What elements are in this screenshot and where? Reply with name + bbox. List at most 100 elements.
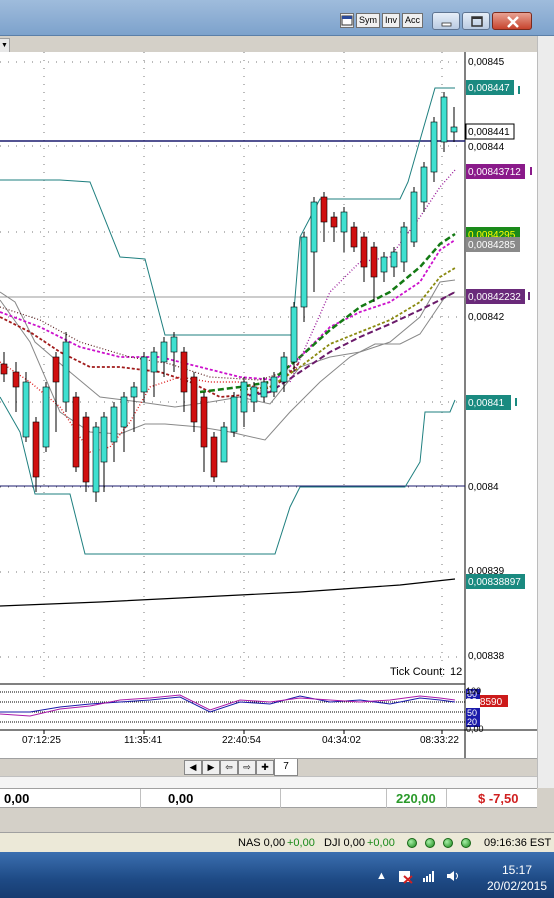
price-chart[interactable]: 0,00845 0,00844 0,00842 0,0084 0,00839 0… <box>0 52 537 758</box>
candle-body <box>180 351 188 393</box>
candle-body <box>370 246 378 278</box>
candle-body <box>62 341 70 403</box>
close-button[interactable] <box>492 12 532 30</box>
candle-body <box>240 381 248 413</box>
candle-body <box>52 356 60 383</box>
osc-axis-label: 0,00 <box>466 724 484 734</box>
price-tag-label: 0,00842232 <box>468 292 521 303</box>
candle-body <box>290 306 298 363</box>
windows-taskbar: ▲ 15:17 20/02/2015 <box>0 852 554 898</box>
clock-date: 20/02/2015 <box>486 879 548 893</box>
status-light-icon <box>425 838 435 848</box>
candle-body <box>32 421 40 478</box>
horizontal-grid <box>0 61 465 658</box>
candle-body <box>440 96 448 143</box>
vertical-scrollbar[interactable] <box>537 36 554 788</box>
price-tag-label: 0,00841 <box>468 398 505 409</box>
chevron-down-icon: ▼ <box>1 42 8 49</box>
ma-purple <box>239 291 456 398</box>
minimize-button[interactable] <box>432 12 460 30</box>
network-icon[interactable] <box>422 870 436 885</box>
total-value-1: 0,00 <box>4 791 30 806</box>
candle-body <box>350 226 358 248</box>
oscillator-pane: 80 80,8590 50 20 100 0,00 <box>0 686 508 734</box>
scroll-right-icon[interactable]: ⇨ <box>238 760 256 775</box>
total-value-3: 220,00 <box>396 791 436 806</box>
sym-button[interactable]: Sym <box>356 13 380 28</box>
show-hidden-icons-icon[interactable]: ▲ <box>376 870 387 882</box>
chart-mini-toolbar: Sym Inv Acc <box>340 13 424 28</box>
candle-body <box>42 386 50 448</box>
status-time: 09:16:36 EST <box>484 837 552 849</box>
ma-red-dotted <box>0 361 271 453</box>
maximize-icon <box>471 16 483 27</box>
candle-body <box>0 363 8 375</box>
candle-body <box>150 351 158 373</box>
candle-body <box>140 356 148 393</box>
chart-panel[interactable]: 0,00845 0,00844 0,00842 0,0084 0,00839 0… <box>0 52 537 758</box>
candle-body <box>200 396 208 448</box>
candle-body <box>120 396 128 428</box>
total-value-4: $ -7,50 <box>478 791 519 806</box>
candle-body <box>170 336 178 353</box>
ma-long-black <box>0 578 456 607</box>
tab-right-icon[interactable]: ▶ <box>202 760 220 775</box>
candle-body <box>72 396 80 468</box>
candle-body <box>320 196 328 223</box>
osc-axis-label: 100 <box>466 686 481 696</box>
time-axis: 07:12:25 11:35:41 22:40:54 04:34:02 08:3… <box>22 730 459 746</box>
price-tick-label: 0,0084 <box>468 482 499 493</box>
price-tag-label: 0,00838897 <box>468 577 521 588</box>
time-tick-label: 08:33:22 <box>420 735 459 746</box>
candle-body <box>100 416 108 463</box>
inv-button[interactable]: Inv <box>382 13 401 28</box>
time-tick-label: 22:40:54 <box>222 735 261 746</box>
ma-darkred-dotted <box>0 306 291 381</box>
tick-count-value: 12 <box>450 666 462 678</box>
status-bar: NAS 0,00 +0,00 DJI 0,00 +0,00 09:16:36 E… <box>0 832 554 852</box>
candle-body <box>22 381 30 438</box>
price-tag-label: 0,0084285 <box>468 240 516 251</box>
price-tick-label: 0,00844 <box>468 142 505 153</box>
acc-button[interactable]: Acc <box>402 13 424 28</box>
candles <box>0 92 458 502</box>
candle-body <box>190 376 198 423</box>
maximize-button[interactable] <box>462 12 490 30</box>
candle-body <box>330 216 338 228</box>
price-tag-label: 0,00843712 <box>468 167 521 178</box>
scroll-left-icon[interactable]: ⇦ <box>220 760 238 775</box>
action-center-icon[interactable] <box>398 870 414 887</box>
chart-window-icon[interactable] <box>340 13 354 28</box>
window-controls <box>432 12 532 30</box>
candle-body <box>400 226 408 263</box>
volume-icon[interactable] <box>446 870 460 885</box>
price-tag-label: 0,008447 <box>468 83 510 94</box>
candle-body <box>260 381 268 398</box>
tab-left-icon[interactable]: ◀ <box>184 760 202 775</box>
tab-7[interactable]: 7 <box>274 759 298 776</box>
candle-body <box>410 191 418 243</box>
dji-change: +0,00 <box>367 837 395 849</box>
nas-change: +0,00 <box>287 837 315 849</box>
inv-add-icon[interactable]: ✚ <box>256 760 274 775</box>
osc-level-label: 50 <box>467 708 477 718</box>
candle-body <box>360 236 368 268</box>
time-tick-label: 11:35:41 <box>124 735 163 746</box>
candle-body <box>160 341 168 363</box>
upper-band <box>0 87 455 336</box>
status-light-icon <box>407 838 417 848</box>
candle-body <box>280 356 288 383</box>
vertical-grid <box>43 52 443 684</box>
clock-time: 15:17 <box>501 863 533 877</box>
candle-body <box>300 236 308 308</box>
ma-olive <box>239 267 456 391</box>
candle-body <box>12 371 20 388</box>
candle-body <box>250 386 258 403</box>
candle-body <box>420 166 428 203</box>
candle-body <box>230 396 238 433</box>
tick-count-label: Tick Count: <box>390 666 445 678</box>
horizontal-scrollbar[interactable] <box>0 776 537 788</box>
osc-level-label: 80 <box>467 689 477 699</box>
time-tick-label: 07:12:25 <box>22 735 61 746</box>
taskbar-clock[interactable]: 15:17 20/02/2015 <box>482 862 552 894</box>
